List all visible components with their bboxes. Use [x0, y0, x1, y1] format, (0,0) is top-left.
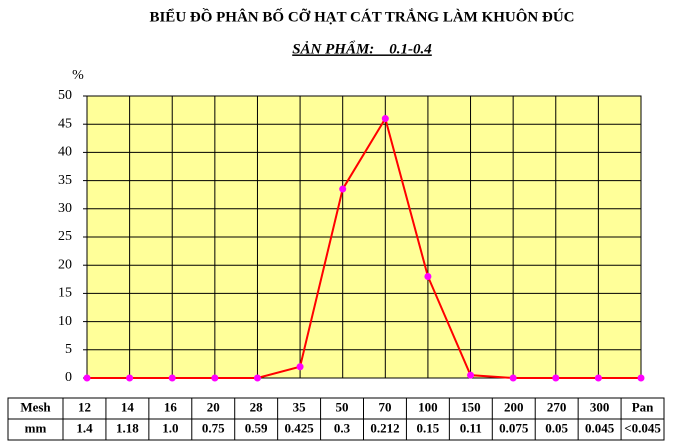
y-tick-label: 35 [58, 173, 72, 188]
data-line [87, 116, 641, 379]
chart-subtitle: SẢN PHẨM: 0.1-0.4 [292, 39, 432, 57]
data-point [126, 374, 134, 382]
x-tick-label: 16 [164, 399, 178, 414]
data-point [211, 374, 219, 382]
mm-cell: 0.3 [334, 420, 351, 435]
x-tick-label: 200 [504, 399, 524, 414]
data-point [552, 374, 560, 382]
mm-cell: 0.425 [284, 420, 314, 435]
data-point [424, 272, 432, 280]
data-point [467, 371, 475, 379]
x-tick-label: 35 [293, 399, 307, 414]
y-tick-label: 25 [58, 229, 72, 244]
chart-title: BIỂU ĐỒ PHÂN BỐ CỠ HẠT CÁT TRẮNG LÀM KHU… [149, 7, 574, 25]
x-tick-label: 150 [461, 399, 481, 414]
x-tick-label: 100 [418, 399, 438, 414]
x-tick-label: 28 [250, 399, 264, 414]
x-tick-label: 12 [78, 399, 91, 414]
data-point [381, 115, 389, 123]
y-tick-label: 0 [65, 370, 72, 385]
data-point [253, 374, 261, 382]
data-point [637, 374, 645, 382]
y-tick-label: 5 [65, 342, 72, 357]
y-tick-label: 50 [58, 88, 72, 103]
y-tick-label: 20 [58, 257, 72, 272]
mm-cell: 0.212 [370, 420, 399, 435]
y-tick-label: 10 [58, 314, 72, 329]
mm-cell: 0.045 [585, 420, 615, 435]
data-point [594, 374, 602, 382]
mm-cell: 0.05 [545, 420, 568, 435]
mm-cell: 0.59 [245, 420, 268, 435]
x-tick-label: 300 [590, 399, 610, 414]
data-point [339, 185, 347, 193]
data-point [296, 363, 304, 371]
y-tick-label: 30 [58, 201, 72, 216]
mm-cell: 1.18 [116, 420, 139, 435]
y-tick-label: 40 [58, 145, 72, 160]
y-tick-label: 15 [58, 286, 72, 301]
x-tick-label: 50 [336, 399, 349, 414]
row-label: Mesh [20, 399, 51, 414]
data-point [83, 374, 91, 382]
y-axis-label: % [72, 68, 84, 83]
row-label: mm [25, 420, 47, 435]
mm-cell: 1.0 [162, 420, 178, 435]
mm-cell: 0.075 [499, 420, 529, 435]
mm-cell: 0.15 [417, 420, 440, 435]
x-tick-label: 270 [547, 399, 567, 414]
data-point [509, 374, 517, 382]
x-tick-label: 14 [121, 399, 135, 414]
y-tick-label: 45 [58, 116, 72, 131]
x-tick-label: 20 [207, 399, 220, 414]
x-tick-label: 70 [378, 399, 391, 414]
data-point [168, 374, 176, 382]
mm-cell: 0.75 [202, 420, 225, 435]
mm-cell: <0.045 [624, 420, 661, 435]
mm-cell: 0.11 [460, 420, 482, 435]
x-tick-label: Pan [632, 399, 654, 414]
mm-cell: 1.4 [76, 420, 93, 435]
